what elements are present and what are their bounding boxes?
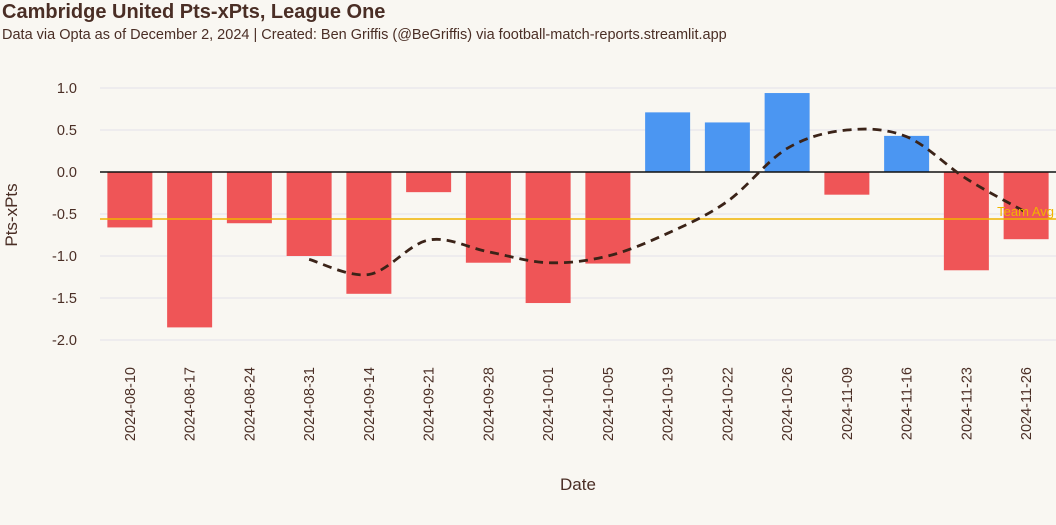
x-tick-label: 2024-11-09 bbox=[840, 367, 856, 440]
x-tick-label: 2024-11-23 bbox=[959, 367, 975, 440]
y-axis-title: Pts-xPts bbox=[2, 183, 21, 246]
trend-line bbox=[308, 127, 1027, 277]
bar bbox=[286, 172, 332, 256]
chart-subtitle: Data via Opta as of December 2, 2024 | C… bbox=[2, 27, 727, 43]
x-tick-label: 2024-10-26 bbox=[780, 367, 796, 441]
x-tick-label: 2024-08-10 bbox=[123, 367, 139, 441]
chart-title: Cambridge United Pts-xPts, League One bbox=[2, 1, 386, 23]
x-tick-label: 2024-08-31 bbox=[302, 367, 318, 441]
bars bbox=[107, 93, 1049, 328]
x-tick-label: 2024-09-28 bbox=[481, 367, 497, 441]
y-tick-label: 0.0 bbox=[57, 165, 77, 181]
bar bbox=[1003, 172, 1049, 240]
team-avg-label: Team Avg bbox=[997, 204, 1054, 219]
bar bbox=[525, 172, 571, 304]
x-tick-label: 2024-11-26 bbox=[1019, 367, 1035, 440]
x-tick-label: 2024-09-21 bbox=[422, 367, 438, 441]
bar bbox=[764, 93, 810, 172]
bar bbox=[167, 172, 213, 328]
x-tick-label: 2024-10-19 bbox=[661, 367, 677, 441]
x-tick-label: 2024-08-17 bbox=[183, 367, 199, 441]
x-tick-label: 2024-09-14 bbox=[362, 367, 378, 441]
bar bbox=[824, 172, 870, 195]
bar bbox=[704, 122, 750, 172]
labels: 1.0 0.5 0.0 -0.5 -1.0 -1.5 -2.0 Team Avg 2024-08… bbox=[2, 81, 1054, 494]
y-tick-label: -0.5 bbox=[52, 207, 77, 223]
bar bbox=[645, 112, 691, 172]
y-tick-label: -2.0 bbox=[52, 333, 77, 349]
bar bbox=[585, 172, 631, 264]
y-tick-label: 1.0 bbox=[57, 81, 77, 97]
bar bbox=[884, 135, 930, 172]
y-tick-label: -1.5 bbox=[52, 291, 77, 307]
x-axis-title: Date bbox=[560, 475, 596, 494]
x-tick-label: 2024-10-05 bbox=[601, 367, 617, 441]
x-tick-label: 2024-10-22 bbox=[720, 367, 736, 441]
y-tick-label: -1.0 bbox=[52, 249, 77, 265]
x-tick-label: 2024-08-24 bbox=[242, 367, 258, 441]
x-tick-label: 2024-10-01 bbox=[541, 367, 557, 441]
axes bbox=[100, 171, 1056, 220]
bar bbox=[107, 172, 153, 228]
y-tick-label: 0.5 bbox=[57, 123, 77, 139]
bar bbox=[465, 172, 511, 263]
trend bbox=[308, 127, 1027, 277]
bar bbox=[406, 172, 452, 193]
bar bbox=[226, 172, 272, 224]
x-tick-label: 2024-11-16 bbox=[900, 367, 916, 440]
